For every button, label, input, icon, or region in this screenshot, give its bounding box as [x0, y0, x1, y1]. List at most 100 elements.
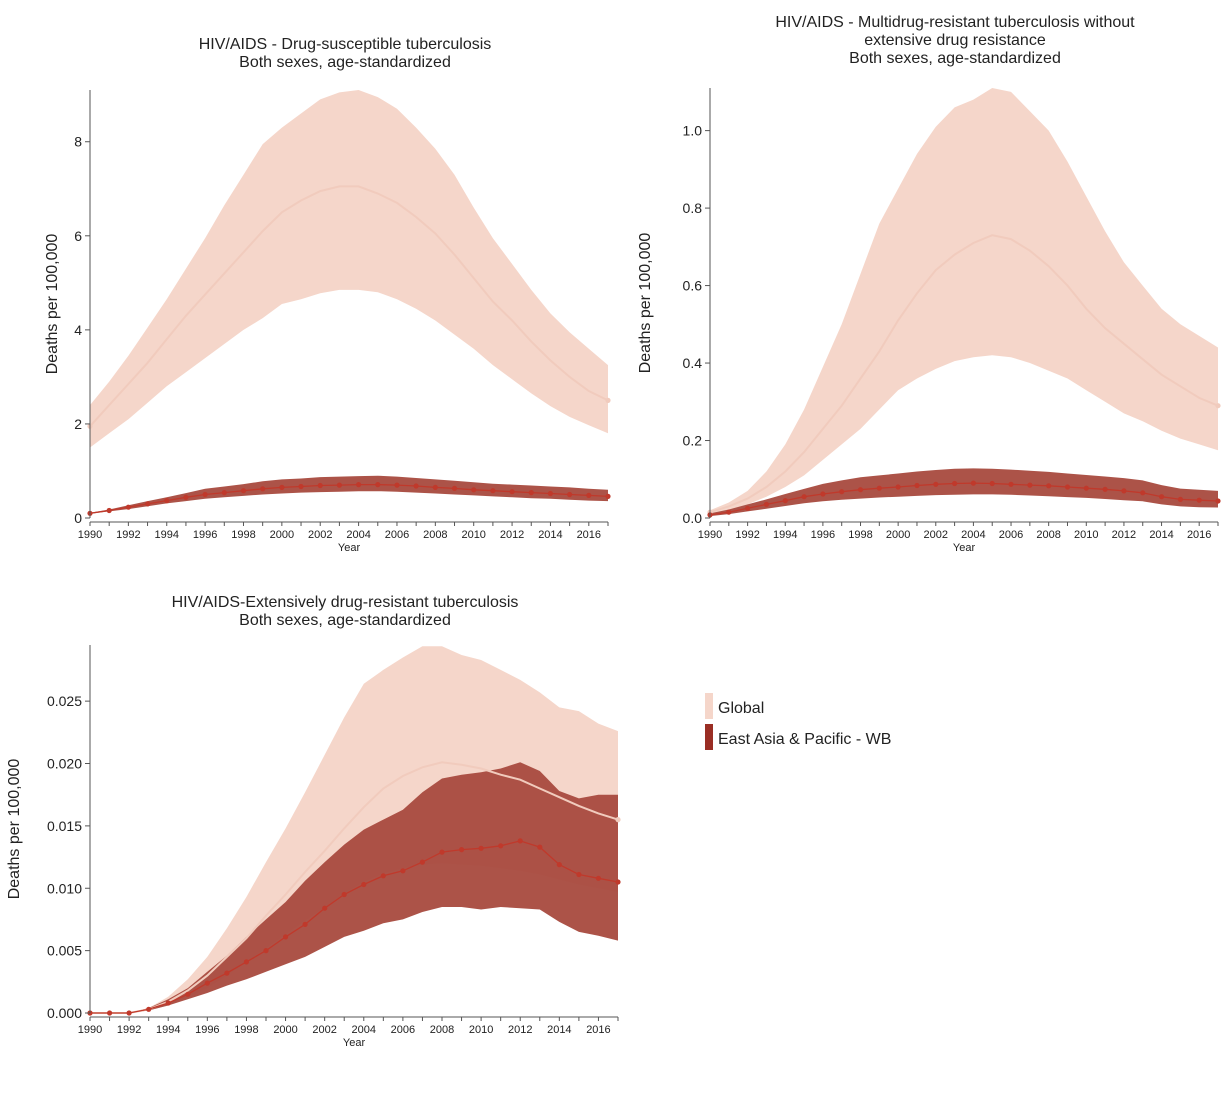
x-tick-label: 2012 [1112, 529, 1136, 541]
x-tick-label: 2000 [270, 529, 294, 541]
line-east-asia-pacific [709, 482, 1219, 516]
x-tick-label: 2008 [430, 1024, 454, 1036]
point-east-asia-pacific [302, 921, 308, 928]
point-east-asia-pacific [1027, 482, 1033, 488]
y-tick-label: 4 [74, 322, 82, 338]
panel-mdr-tb: HIV/AIDS - Multidrug-resistant tuberculo… [637, 14, 1221, 554]
x-tick-label: 2004 [346, 529, 370, 541]
chart-title-line: Both sexes, age-standardized [849, 50, 1061, 67]
x-tick-label: 2002 [308, 529, 332, 541]
x-tick-label: 2006 [385, 529, 409, 541]
band-global [710, 88, 1218, 515]
y-tick-label: 0.005 [47, 943, 82, 959]
point-global [615, 817, 621, 823]
x-tick-label: 2004 [961, 529, 985, 541]
point-east-asia-pacific [224, 970, 230, 976]
point-east-asia-pacific [952, 480, 958, 487]
point-east-asia-pacific [394, 482, 400, 488]
point-east-asia-pacific [375, 482, 381, 488]
point-east-asia-pacific [876, 485, 882, 491]
point-east-asia-pacific [240, 488, 247, 494]
x-tick-label: 2004 [352, 1024, 376, 1036]
point-east-asia-pacific [933, 481, 939, 487]
y-tick-label: 0.000 [47, 1005, 82, 1021]
chart-title-line: Both sexes, age-standardized [239, 612, 451, 629]
point-east-asia-pacific [763, 501, 770, 507]
y-tick-label: 2 [74, 416, 82, 432]
x-tick-label: 1994 [773, 529, 797, 541]
point-east-asia-pacific [586, 492, 592, 498]
x-tick-label: 1994 [154, 529, 178, 541]
x-tick-label: 1992 [735, 529, 759, 541]
band-global [90, 646, 618, 1013]
point-east-asia-pacific [125, 504, 131, 510]
y-axis-label: Deaths per 100,000 [6, 759, 23, 900]
x-axis-label: Year [953, 542, 976, 554]
line-global [90, 761, 619, 1014]
point-east-asia-pacific [595, 875, 602, 881]
point-east-asia-pacific [1102, 486, 1108, 492]
point-east-asia-pacific [1140, 490, 1146, 496]
point-east-asia-pacific [782, 498, 788, 504]
point-east-asia-pacific [615, 879, 621, 885]
point-east-asia-pacific [322, 905, 328, 911]
point-east-asia-pacific [726, 509, 732, 515]
x-tick-label: 2016 [586, 1024, 610, 1036]
legend: Global East Asia & Pacific - WB [705, 693, 891, 750]
x-tick-label: 2008 [423, 529, 447, 541]
point-east-asia-pacific [1215, 498, 1221, 504]
point-east-asia-pacific [202, 491, 208, 498]
y-tick-label: 0.6 [683, 278, 703, 294]
point-east-asia-pacific [537, 844, 543, 850]
point-east-asia-pacific [185, 991, 191, 997]
point-east-asia-pacific [471, 487, 477, 493]
line-global [709, 234, 1219, 514]
point-east-asia-pacific [1159, 494, 1165, 500]
x-tick-label: 1996 [811, 529, 835, 541]
x-tick-label: 1990 [78, 529, 102, 541]
y-tick-label: 1.0 [683, 123, 703, 139]
point-east-asia-pacific [1121, 488, 1127, 494]
point-east-asia-pacific [547, 490, 554, 497]
x-axis-label: Year [343, 1037, 366, 1049]
point-east-asia-pacific [801, 494, 807, 500]
point-east-asia-pacific [490, 488, 496, 494]
x-tick-label: 1992 [116, 529, 140, 541]
x-tick-label: 2002 [312, 1024, 336, 1036]
point-east-asia-pacific [336, 482, 342, 488]
point-east-asia-pacific [914, 482, 920, 489]
point-east-asia-pacific [341, 891, 347, 898]
point-east-asia-pacific [356, 482, 362, 488]
x-tick-label: 2006 [391, 1024, 415, 1036]
chart-title-line: HIV/AIDS - Multidrug-resistant tuberculo… [775, 14, 1135, 31]
point-east-asia-pacific [106, 507, 112, 514]
y-tick-label: 8 [74, 134, 82, 150]
point-east-asia-pacific [451, 485, 458, 491]
x-tick-label: 2008 [1036, 529, 1060, 541]
y-tick-label: 0.020 [47, 756, 82, 772]
point-east-asia-pacific [164, 498, 170, 504]
point-east-asia-pacific [204, 980, 210, 986]
line-global [89, 185, 609, 427]
point-east-asia-pacific [459, 847, 465, 853]
legend-label-east-asia-pacific: East Asia & Pacific - WB [718, 731, 891, 748]
point-east-asia-pacific [1177, 496, 1183, 502]
x-axis-label: Year [338, 542, 361, 554]
panel-drug-susceptible-tb: HIV/AIDS - Drug-susceptible tuberculosis… [44, 36, 611, 554]
legend-swatch-global [705, 693, 713, 719]
point-east-asia-pacific [419, 859, 425, 865]
point-global [605, 397, 611, 403]
line-east-asia-pacific [89, 483, 609, 514]
x-tick-label: 1998 [231, 529, 255, 541]
x-tick-label: 1998 [848, 529, 872, 541]
x-tick-label: 2012 [500, 529, 524, 541]
x-tick-label: 1994 [156, 1024, 180, 1036]
x-tick-label: 1992 [117, 1024, 141, 1036]
point-east-asia-pacific [1008, 481, 1014, 487]
chart-title-line: extensive drug resistance [864, 32, 1046, 49]
band-east-asia-pacific [90, 475, 608, 514]
x-tick-label: 2002 [924, 529, 948, 541]
x-tick-label: 2000 [886, 529, 910, 541]
x-tick-label: 1998 [234, 1024, 258, 1036]
band-global [90, 90, 608, 448]
